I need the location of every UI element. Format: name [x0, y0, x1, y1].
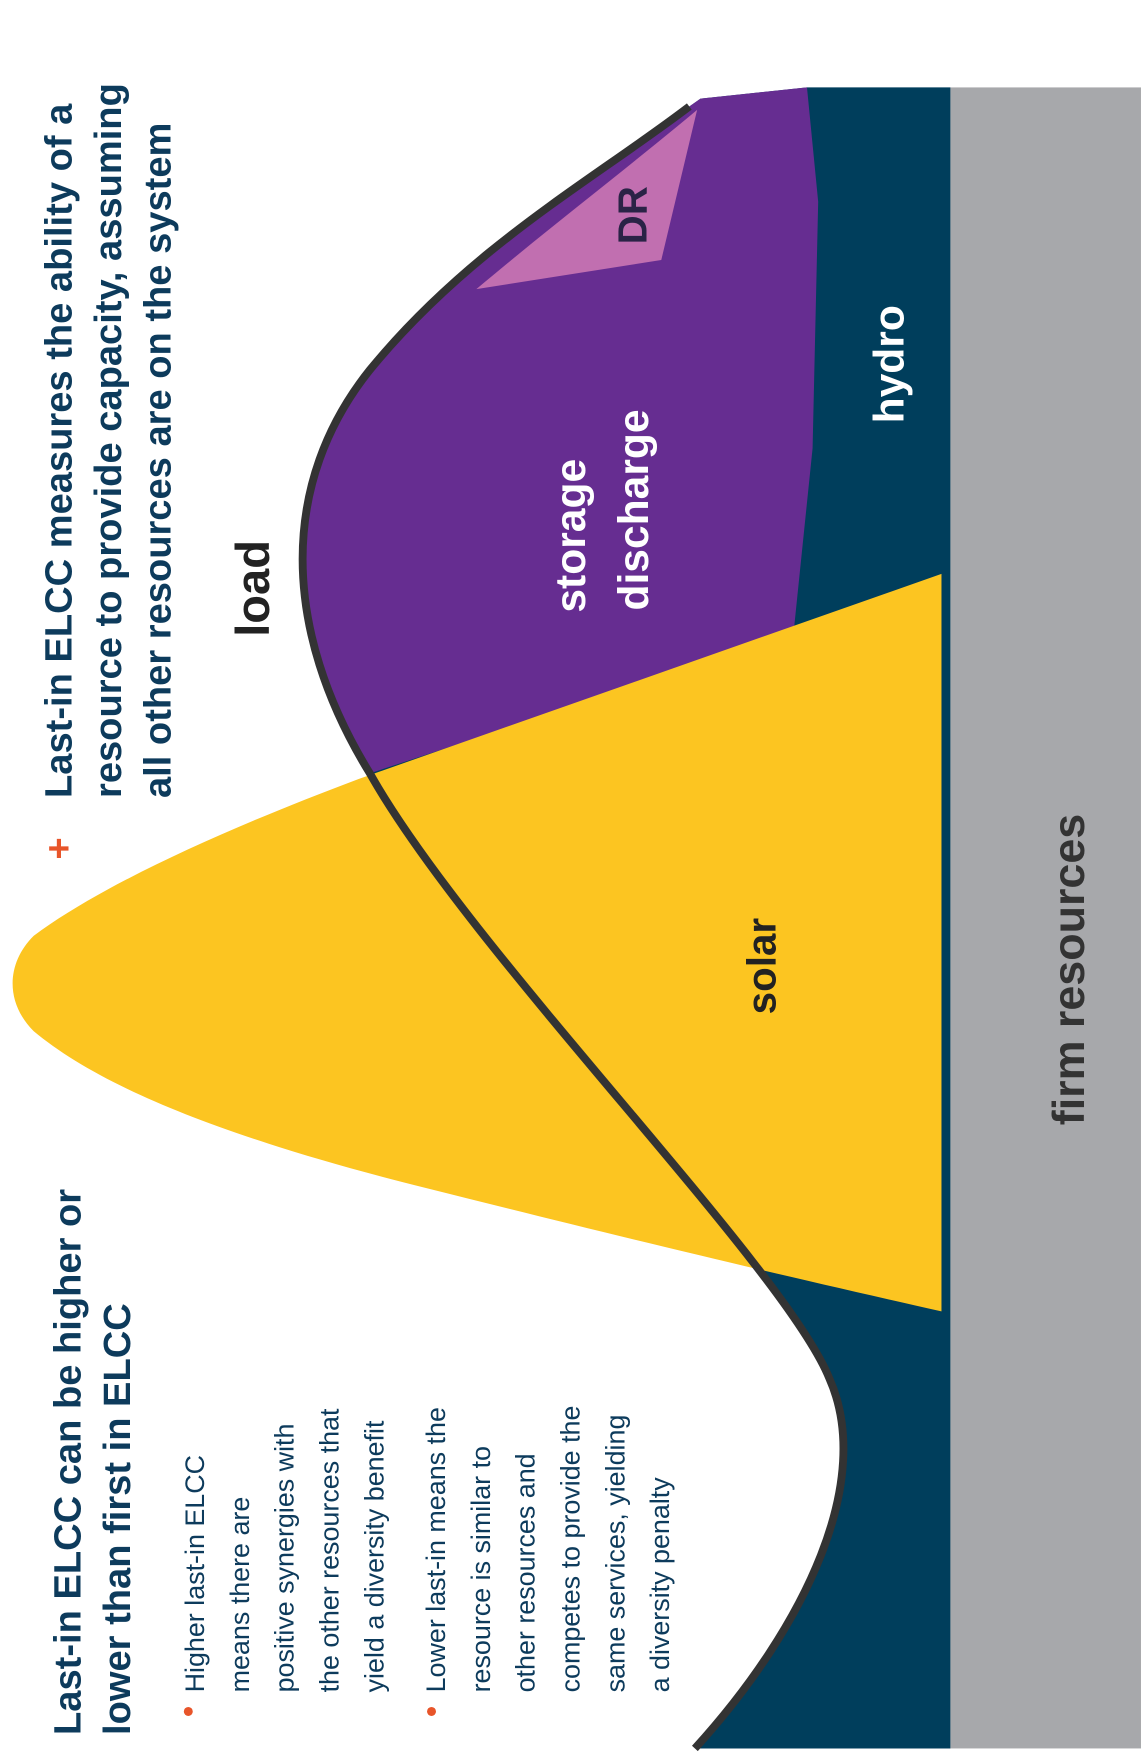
dr-label: DR	[610, 186, 656, 244]
callout-line: all other resources are on the system	[137, 123, 179, 798]
bullet-list: Higher last-in ELCC means there are positi…	[180, 1406, 675, 1693]
bullet-line: means there are	[225, 1497, 255, 1693]
bullet-line: other resources and	[511, 1453, 541, 1692]
bullet-line: competes to provide the	[555, 1406, 585, 1693]
heading-line: lower than first in ELCC	[97, 1303, 139, 1735]
bullet-line: Higher last-in ELCC	[180, 1455, 210, 1692]
bullet-line: yield a diversity benefit	[359, 1420, 389, 1692]
storage-area	[302, 87, 819, 774]
bullet-line: a diversity penalty	[645, 1477, 675, 1693]
solar-area	[12, 573, 942, 1312]
heading-line: Last-in ELCC can be higher or	[48, 1189, 90, 1735]
load-curve	[298, 103, 848, 1752]
callout-line: Last-in ELCC measures the ability of a	[39, 103, 81, 798]
hydro-label: hydro	[865, 305, 913, 423]
firm-area	[950, 87, 1141, 1749]
bullet-line: resource is similar to	[466, 1446, 496, 1692]
bullet-line: positive synergies with	[270, 1424, 300, 1693]
bullet-dot	[183, 1706, 193, 1716]
bullet-line: Lower last-in means the	[421, 1407, 451, 1692]
bullet-line: the other resources that	[314, 1408, 344, 1692]
storage-label: discharge	[610, 409, 658, 610]
dr-area	[476, 109, 698, 290]
bullet-dot	[427, 1706, 436, 1716]
callout-marker: +	[39, 837, 81, 859]
solar-label: solar	[739, 918, 785, 1015]
firm-label: firm resources	[1043, 814, 1094, 1125]
load-label: load	[226, 540, 279, 637]
storage-label: storage	[547, 459, 595, 613]
callout-line: resource to provide capacity, assuming	[88, 83, 130, 798]
bullet-line: same services, yielding	[600, 1415, 630, 1693]
